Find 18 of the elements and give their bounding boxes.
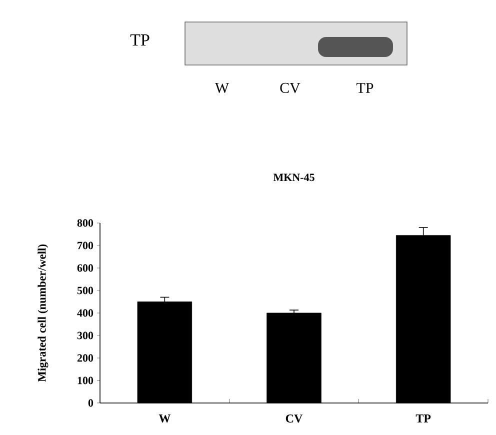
y-axis-title: Migrated cell (number/well) [38, 244, 48, 382]
x-tick-label: W [158, 414, 170, 423]
y-tick-label: 700 [78, 242, 94, 250]
y-tick-label: 300 [77, 332, 94, 340]
y-tick-label: 400 [77, 309, 94, 317]
y-tick-label: 800 [77, 219, 94, 227]
y-tick-label: 600 [77, 264, 94, 272]
text: W [214, 82, 230, 94]
y-tick-label: 100 [78, 376, 94, 384]
chart-title: MKN-45 [273, 174, 314, 182]
y-tick-label: 200 [77, 354, 94, 362]
text: CV [280, 82, 300, 94]
x-tick-label: CV [286, 414, 303, 423]
y-tick-label: 0 [88, 399, 94, 407]
text: TP [356, 83, 374, 93]
x-tick-label: TP [416, 414, 431, 422]
text: TP [130, 34, 150, 46]
y-tick-label: 500 [77, 286, 94, 294]
